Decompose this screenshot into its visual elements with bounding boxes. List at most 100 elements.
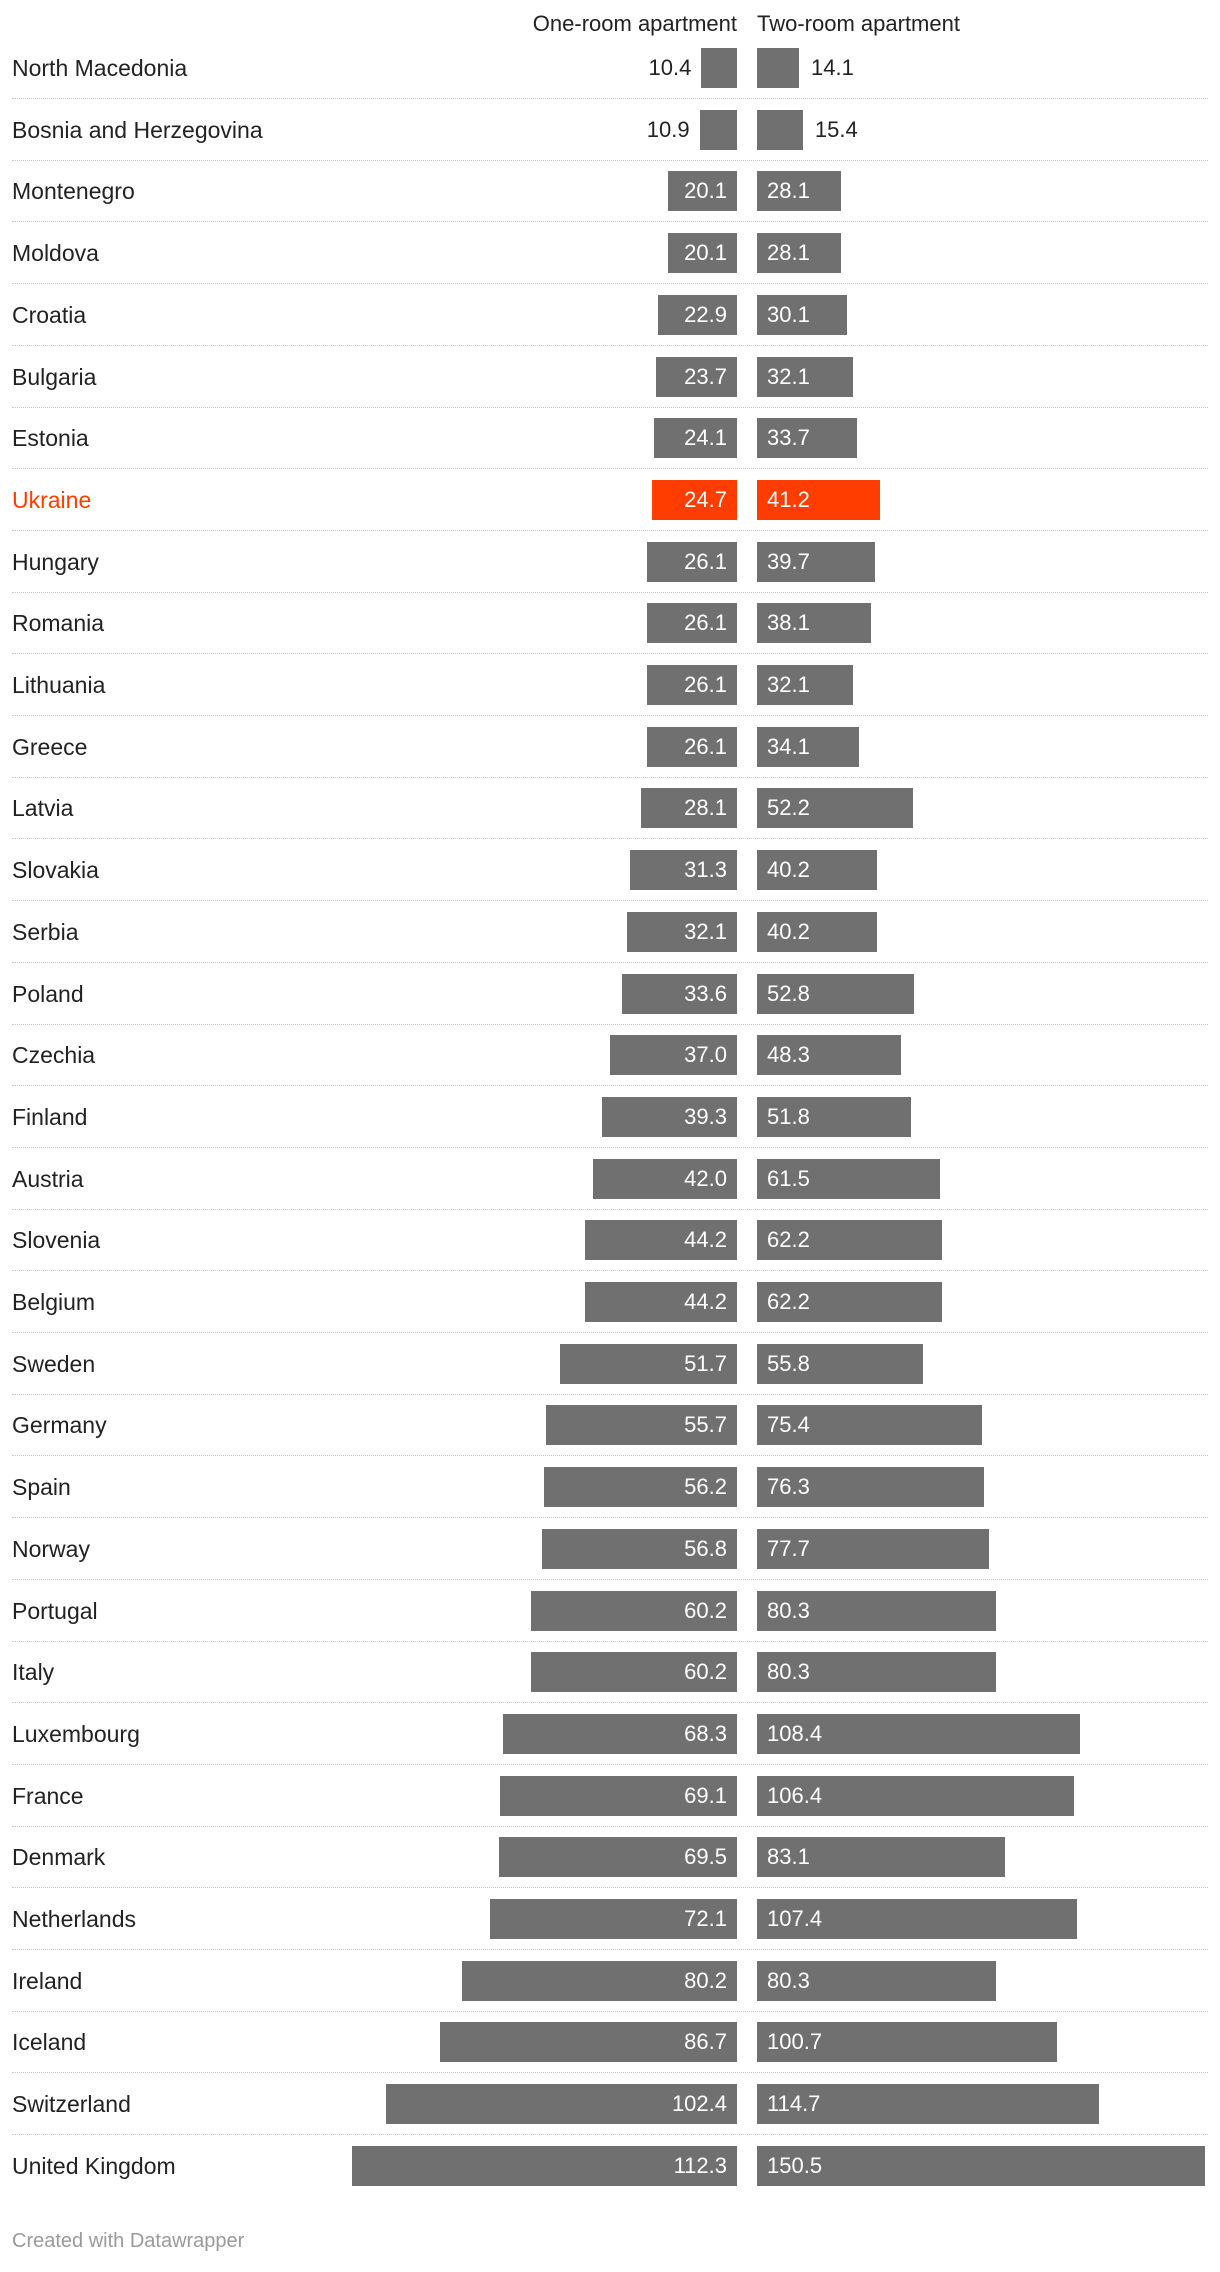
chart-row: United Kingdom 112.3 150.5 — [12, 2135, 1208, 2197]
country-label: Iceland — [12, 2029, 87, 2056]
one-room-bar — [621, 973, 737, 1014]
one-room-value: 22.9 — [684, 301, 727, 327]
one-room-bar — [385, 2084, 737, 2125]
one-room-bar — [498, 1837, 737, 1878]
one-room-bar — [652, 479, 737, 520]
one-room-bar — [647, 603, 737, 644]
one-room-value: 69.5 — [684, 1844, 727, 1870]
row-separator — [12, 591, 1208, 593]
footer-credit: Created with Datawrapper — [12, 2230, 245, 2252]
chart-row: Slovakia 31.3 40.2 — [12, 839, 1208, 902]
row-separator — [12, 1640, 1208, 1642]
one-room-bar — [647, 665, 737, 705]
two-room-bar — [757, 1899, 1078, 1939]
one-room-column-header: One-room apartment — [532, 11, 737, 36]
one-room-value: 44.2 — [684, 1289, 727, 1314]
two-room-value: 80.3 — [767, 1597, 810, 1623]
row-separator — [12, 1825, 1208, 1827]
row-separator — [12, 1393, 1208, 1395]
two-room-bar — [757, 1775, 1075, 1816]
two-room-value: 40.2 — [767, 857, 810, 883]
country-label: Portugal — [12, 1597, 98, 1624]
two-room-bar — [757, 911, 877, 952]
row-separator — [12, 1763, 1208, 1765]
one-room-value: 60.2 — [684, 1659, 727, 1685]
two-room-bar — [757, 48, 800, 88]
row-separator — [12, 776, 1208, 778]
two-room-bar — [757, 479, 880, 520]
two-room-bar — [757, 1220, 943, 1261]
one-room-value: 24.7 — [684, 486, 727, 512]
one-room-bar — [629, 850, 737, 891]
two-room-bar — [757, 1590, 997, 1631]
two-room-bar — [757, 2022, 1058, 2063]
country-label: Sweden — [12, 1350, 96, 1377]
one-room-value: 32.1 — [684, 918, 727, 944]
row-separator — [12, 715, 1208, 716]
chart-row: Spain 56.2 76.3 — [12, 1456, 1208, 1519]
one-room-bar — [585, 1282, 737, 1322]
chart-row: Serbia 32.1 40.2 — [12, 901, 1208, 963]
one-room-value: 24.1 — [684, 425, 727, 451]
chart-row: Switzerland 102.4 114.7 — [12, 2073, 1208, 2136]
two-room-value: 61.5 — [767, 1165, 810, 1191]
two-room-bar — [757, 665, 853, 705]
chart-row: Lithuania 26.1 32.1 — [12, 654, 1208, 716]
two-room-bar — [757, 2084, 1099, 2125]
two-room-value: 34.1 — [767, 733, 810, 759]
country-label: Austria — [12, 1165, 84, 1192]
two-room-value: 75.4 — [767, 1412, 810, 1438]
chart-row: Netherlands 72.1 107.4 — [12, 1888, 1208, 1950]
row-separator — [12, 1332, 1208, 1333]
country-label: Ukraine — [12, 486, 92, 513]
two-room-bar — [757, 1035, 901, 1076]
country-label: Serbia — [12, 918, 79, 945]
country-label: Switzerland — [12, 2091, 131, 2118]
one-room-value: 26.1 — [684, 672, 727, 697]
one-room-value: 39.3 — [684, 1103, 727, 1129]
two-room-value: 80.3 — [767, 1659, 810, 1685]
chart-row: Sweden 51.7 55.8 — [12, 1333, 1208, 1395]
chart-row: Estonia 24.1 33.7 — [12, 407, 1208, 470]
two-room-bar — [757, 1158, 941, 1199]
country-label: Slovenia — [12, 1227, 101, 1254]
chart-row: Norway 56.8 77.7 — [12, 1518, 1208, 1580]
two-room-value: 14.1 — [811, 55, 854, 80]
row-separator — [12, 529, 1208, 531]
row-separator — [12, 961, 1208, 963]
two-room-bar — [757, 418, 858, 459]
two-room-value: 33.7 — [767, 425, 810, 451]
two-room-value: 77.7 — [767, 1535, 810, 1561]
row-separator — [12, 653, 1208, 655]
two-room-value: 83.1 — [767, 1844, 810, 1870]
chart-row: France 69.1 106.4 — [12, 1765, 1208, 1827]
one-room-bar — [654, 418, 737, 459]
two-room-bar — [757, 356, 853, 397]
chart-row: Germany 55.7 75.4 — [12, 1394, 1208, 1457]
two-room-bar — [757, 2145, 1206, 2186]
two-room-value: 32.1 — [767, 672, 810, 697]
two-room-value: 51.8 — [767, 1103, 810, 1129]
one-room-bar — [351, 2145, 737, 2186]
country-label: France — [12, 1782, 84, 1809]
two-room-value: 114.7 — [767, 2091, 821, 2117]
row-separator — [12, 2010, 1208, 2012]
chart-row: Poland 33.6 52.8 — [12, 963, 1208, 1025]
two-room-value: 106.4 — [767, 1782, 823, 1808]
two-room-value: 62.2 — [767, 1289, 810, 1314]
two-room-bar — [757, 973, 915, 1014]
two-room-bar — [757, 171, 841, 212]
country-label: Belgium — [12, 1289, 96, 1315]
two-room-bar — [757, 294, 847, 335]
row-separator — [12, 1578, 1208, 1580]
one-room-bar — [658, 294, 737, 335]
country-label: Finland — [12, 1103, 88, 1130]
two-room-value: 30.1 — [767, 301, 810, 327]
row-separator — [12, 838, 1208, 840]
chart-row: Belgium 44.2 62.2 — [12, 1271, 1208, 1333]
two-room-bar — [757, 1960, 997, 2001]
country-label: Italy — [12, 1659, 55, 1686]
country-label: Montenegro — [12, 178, 135, 205]
one-room-value: 37.0 — [684, 1042, 727, 1068]
one-room-bar — [640, 788, 737, 829]
